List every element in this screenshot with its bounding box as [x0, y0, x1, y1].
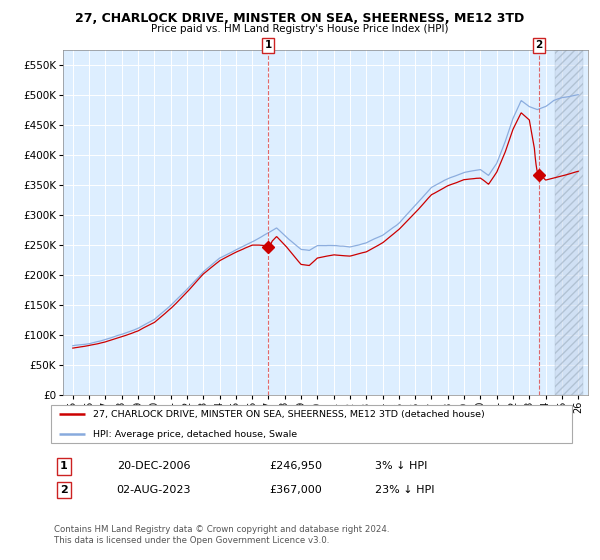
Bar [555, 50, 583, 395]
Text: 1: 1 [60, 461, 68, 472]
Text: £367,000: £367,000 [270, 486, 323, 495]
Bar [555, 50, 583, 395]
Text: 27, CHARLOCK DRIVE, MINSTER ON SEA, SHEERNESS, ME12 3TD (detached house): 27, CHARLOCK DRIVE, MINSTER ON SEA, SHEE… [93, 409, 485, 419]
Text: 23% ↓ HPI: 23% ↓ HPI [376, 486, 435, 495]
Text: £246,950: £246,950 [270, 461, 323, 472]
Text: 2: 2 [60, 486, 68, 495]
Text: 20-DEC-2006: 20-DEC-2006 [116, 461, 190, 472]
Text: 3% ↓ HPI: 3% ↓ HPI [376, 461, 428, 472]
Text: 2: 2 [535, 40, 542, 50]
Text: Contains HM Land Registry data © Crown copyright and database right 2024.
This d: Contains HM Land Registry data © Crown c… [54, 525, 389, 545]
Text: 27, CHARLOCK DRIVE, MINSTER ON SEA, SHEERNESS, ME12 3TD: 27, CHARLOCK DRIVE, MINSTER ON SEA, SHEE… [76, 12, 524, 25]
Text: Price paid vs. HM Land Registry's House Price Index (HPI): Price paid vs. HM Land Registry's House … [151, 24, 449, 34]
Text: HPI: Average price, detached house, Swale: HPI: Average price, detached house, Swal… [93, 430, 297, 439]
Text: 02-AUG-2023: 02-AUG-2023 [116, 486, 191, 495]
FancyBboxPatch shape [50, 405, 572, 443]
Text: 1: 1 [265, 40, 272, 50]
